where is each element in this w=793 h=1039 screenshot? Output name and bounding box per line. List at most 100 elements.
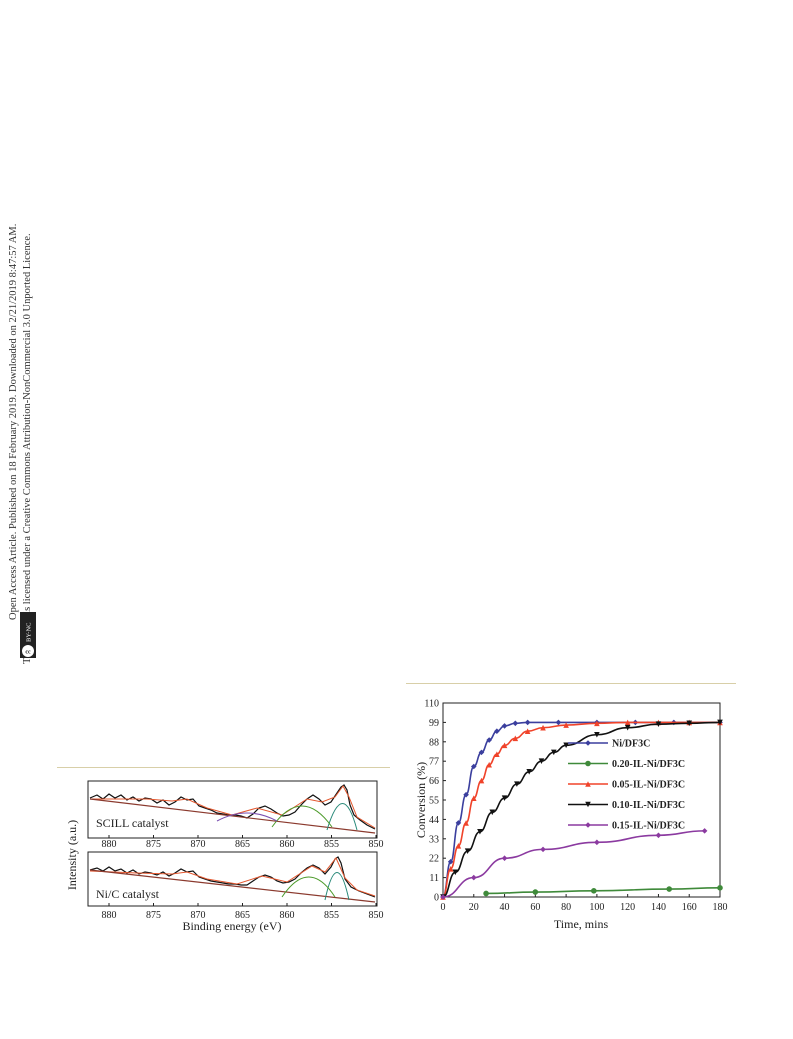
xps-tick-label: 875 [146,910,161,921]
series-2-point [447,865,454,872]
xps-top-spectrum [89,784,376,830]
series-2-point [563,722,569,728]
cc-by-nc-badge[interactable]: cc BY-NC [20,612,36,658]
legend-marker [585,781,591,787]
x-tick-label: 20 [469,902,479,913]
series-3-point [477,828,483,835]
y-tick-label: 77 [429,757,439,768]
y-tick-label: 66 [429,776,439,787]
x-tick-label: 80 [561,902,571,913]
legend-label: 0.15-IL-Ni/DF3C [612,821,685,832]
series-layer [440,719,723,900]
series-0-point [512,720,519,727]
xps-bottom-frame [87,851,378,907]
series-1-point [591,888,597,894]
series-0-point [478,749,485,756]
series-2-point [624,719,631,726]
xps-top-peak-ni0 [326,803,358,831]
series-3-point [464,848,471,854]
xps-tick-label: 865 [235,910,250,921]
series-1-point [483,890,489,897]
series-0-point [455,820,462,826]
xps-tick-label: 880 [102,910,117,921]
divider-left [57,767,390,768]
series-4-point [594,839,600,846]
y-axis-label: Conversion (%) [414,762,428,838]
series-1-point [666,886,673,892]
x-tick-label: 160 [682,902,697,913]
series-2-point [486,761,492,768]
legend-label: 0.20-IL-Ni/DF3C [612,759,685,770]
xps-figure: Intensity (a.u.) 880 875 870 865 860 855 850 S… [65,780,384,933]
y-tick-label: 110 [424,699,439,710]
series-3-point [594,731,600,738]
divider-right [406,683,736,684]
series-4-point [655,832,662,839]
series-0-point [555,719,562,726]
series-2-point [524,728,531,735]
series-0-point [501,723,508,729]
xps-bottom-baseline [89,869,376,903]
y-tick-label: 99 [429,718,439,729]
series-3-point [624,724,631,731]
series-3-line [442,721,721,898]
xps-bottom-fit [89,857,376,897]
y-tick-label: 11 [429,873,439,884]
series-0-point [524,719,531,726]
xps-tick-label: 855 [324,839,339,850]
xps-top-peak-sat [216,812,278,822]
series-0-point [463,791,469,798]
y-axis-ticks: 0 11 22 33 44 55 66 77 88 99 110 [424,699,446,904]
x-axis-label: Time, mins [554,917,609,931]
x-tick-label: 60 [530,902,540,913]
xps-top-fit [90,785,376,829]
series-2-point [594,720,600,727]
series-3-point [551,749,557,756]
series-3-point [452,869,459,876]
x-tick-label: 100 [589,902,604,913]
series-3-point [514,781,520,787]
legend-marker [585,740,591,746]
series-2-point [478,777,485,784]
series-2-point [512,735,519,742]
x-tick-label: 40 [500,902,510,913]
series-1-point [532,889,539,895]
legend-label: 0.10-IL-Ni/DF3C [612,800,685,811]
series-1-line [486,887,721,895]
xps-tick-label: 870 [191,910,206,921]
y-tick-label: 55 [429,796,439,807]
open-access-notice: Open Access Article. Published on 18 Feb… [8,223,19,620]
series-3-point [717,719,723,726]
y-tick-label: 33 [429,834,439,845]
series-4-point [701,828,708,834]
x-tick-label: 0 [441,902,446,913]
xps-tick-label: 870 [191,839,206,850]
series-2-point [501,742,508,749]
licence-notice[interactable]: This article is licensed under a Creativ… [22,233,33,664]
x-tick-label: 140 [651,902,666,913]
xps-tick-label: 850 [369,910,384,921]
xps-bottom-peak-ni2 [281,876,336,898]
series-4-line [442,830,705,898]
series-3-point [538,758,545,764]
y-tick-label: 0 [434,893,439,904]
series-2-point [455,843,462,849]
legend: Ni/DF3C 0.20-IL-Ni/DF3C 0.05-IL-Ni/DF3C 0.1… [568,739,685,832]
series-3-point [686,720,693,727]
legend-label: 0.05-IL-Ni/DF3C [612,780,685,791]
xps-top-frame [87,780,378,839]
xps-top-peak-ni2 [271,805,333,828]
xps-bottom-peak-ni0 [324,872,350,901]
series-3-point [489,809,496,816]
cc-icon: cc [25,650,31,656]
xps-top-ticks: 880 875 870 865 860 855 850 [102,835,384,850]
legend-marker [585,801,591,808]
series-3-point [655,721,662,727]
x-axis-ticks: 0 20 40 60 80 100 120 140 160 180 [441,894,728,913]
series-0-point [494,728,500,735]
series-4-point [470,874,477,881]
series-0-point [447,858,454,865]
series-3-point [526,768,532,775]
badge-text: BY-NC [26,622,33,642]
series-2-point [540,724,546,731]
